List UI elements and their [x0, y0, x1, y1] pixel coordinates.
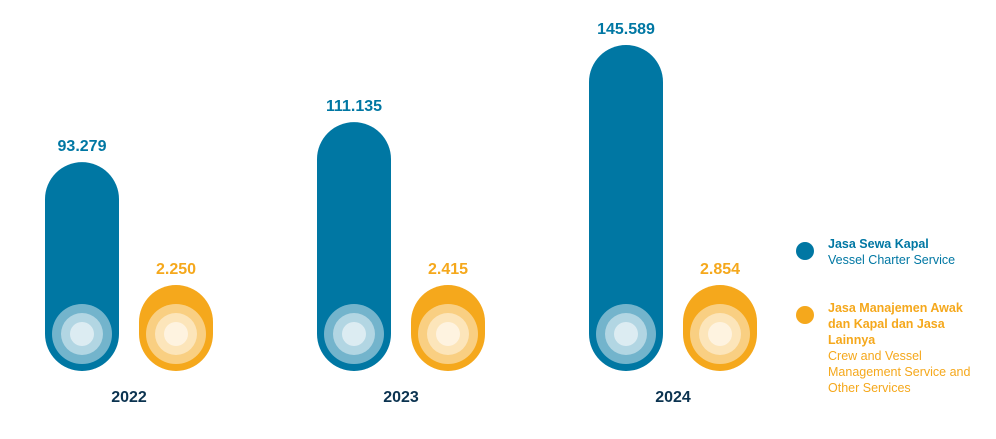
x-tick-label-2024: 2024	[655, 389, 691, 406]
legend-label-en: Crew and Vessel	[828, 349, 922, 363]
legend-label-id: Jasa Manajemen Awak	[828, 301, 963, 315]
data-label-2022-series2: 2.250	[156, 261, 196, 278]
bar-2024-series1	[589, 45, 663, 371]
data-label-2023-series2: 2.415	[428, 261, 468, 278]
bar-decor-ring	[164, 322, 188, 346]
x-tick-label-2022: 2022	[111, 389, 147, 406]
legend-label-en: Management Service and	[828, 365, 971, 379]
data-label-2024-series1: 145.589	[597, 21, 655, 38]
legend-swatch-crew-vessel-management	[796, 306, 814, 324]
bar-decor-ring	[436, 322, 460, 346]
legend-label-id: Jasa Sewa Kapal	[828, 237, 929, 251]
data-label-2022-series1: 93.279	[58, 138, 107, 155]
legend-label-id: dan Kapal dan Jasa	[828, 317, 945, 331]
bar-decor-ring	[708, 322, 732, 346]
bar-decor-ring	[614, 322, 638, 346]
legend-label-id: Lainnya	[828, 333, 876, 347]
data-label-2024-series2: 2.854	[700, 261, 740, 278]
data-label-2023-series1: 111.135	[326, 98, 382, 115]
bar-decor-ring	[70, 322, 94, 346]
bar-2023-series1	[317, 122, 391, 371]
legend-swatch-vessel-charter	[796, 242, 814, 260]
bar-decor-ring	[342, 322, 366, 346]
legend-label-en: Other Services	[828, 381, 911, 395]
legend-label-en: Vessel Charter Service	[828, 253, 956, 267]
bar-2022-series1	[45, 162, 119, 371]
bar-chart: 93.279 2.250 2022 111.135 2.415 2023 145.589 2.…	[45, 21, 757, 406]
x-tick-label-2023: 2023	[383, 389, 419, 406]
